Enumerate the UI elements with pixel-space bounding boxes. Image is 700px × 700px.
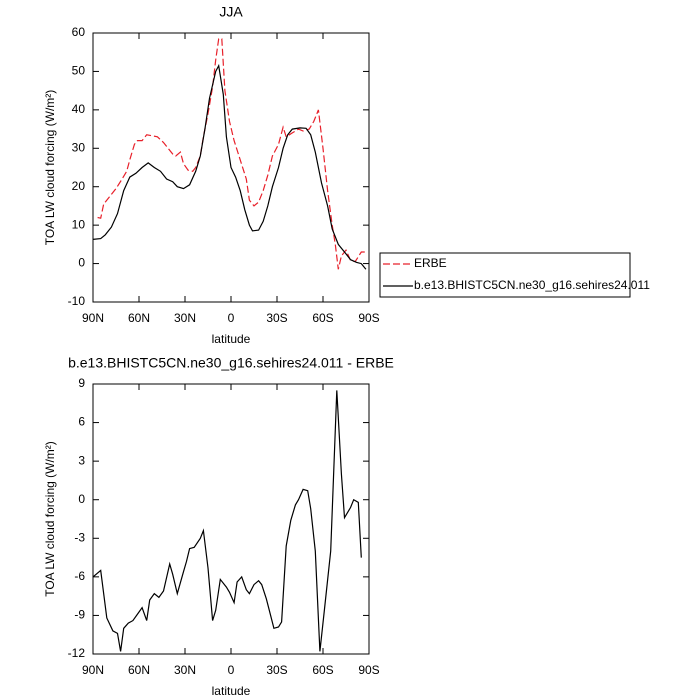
y-tick-label: -12 [68,646,86,660]
x-tick-label: 60S [312,663,333,677]
x-tick-label: 0 [228,311,235,325]
y-tick-label: 0 [78,492,85,506]
chart-title: JJA [219,4,243,20]
data-line [97,38,366,270]
y-axis-label: TOA LW cloud forcing (W/m²) [43,90,57,246]
y-tick-label: 50 [72,64,86,78]
y-tick-label: 10 [72,217,86,231]
x-tick-label: 30N [174,311,196,325]
y-tick-label: 3 [78,453,85,467]
x-tick-label: 60N [128,311,150,325]
x-tick-label: 0 [228,663,235,677]
y-tick-label: -9 [74,608,85,622]
legend-box [379,252,631,298]
y-tick-label: 6 [78,415,85,429]
plot-frame [92,32,370,303]
x-tick-label: 90N [82,663,104,677]
x-tick-label: 60N [128,663,150,677]
x-tick-label: 90S [358,311,379,325]
x-axis-label: latitude [212,332,251,346]
data-line [92,63,367,270]
x-tick-label: 60S [312,311,333,325]
y-tick-label: 0 [78,256,85,270]
chart-title: b.e13.BHISTC5CN.ne30_g16.sehires24.011 -… [68,355,394,371]
data-line [92,390,362,652]
plot-frame [92,383,370,655]
y-tick-label: 30 [72,140,86,154]
x-tick-label: 90S [358,663,379,677]
y-tick-label: -6 [74,569,85,583]
x-tick-label: 90N [82,311,104,325]
x-axis-label: latitude [212,684,251,698]
legend-label: b.e13.BHISTC5CN.ne30_g16.sehires24.011 [414,278,650,292]
y-tick-label: 40 [72,102,86,116]
x-tick-label: 30N [174,663,196,677]
x-tick-label: 30S [266,663,287,677]
y-tick-label: -10 [68,294,86,308]
x-tick-label: 30S [266,311,287,325]
legend-label: ERBE [414,256,447,270]
y-tick-label: -3 [74,530,85,544]
y-tick-label: 9 [78,376,85,390]
y-tick-label: 20 [72,179,86,193]
y-tick-label: 60 [72,25,86,39]
y-axis-label: TOA LW cloud forcing (W/m²) [43,441,57,597]
